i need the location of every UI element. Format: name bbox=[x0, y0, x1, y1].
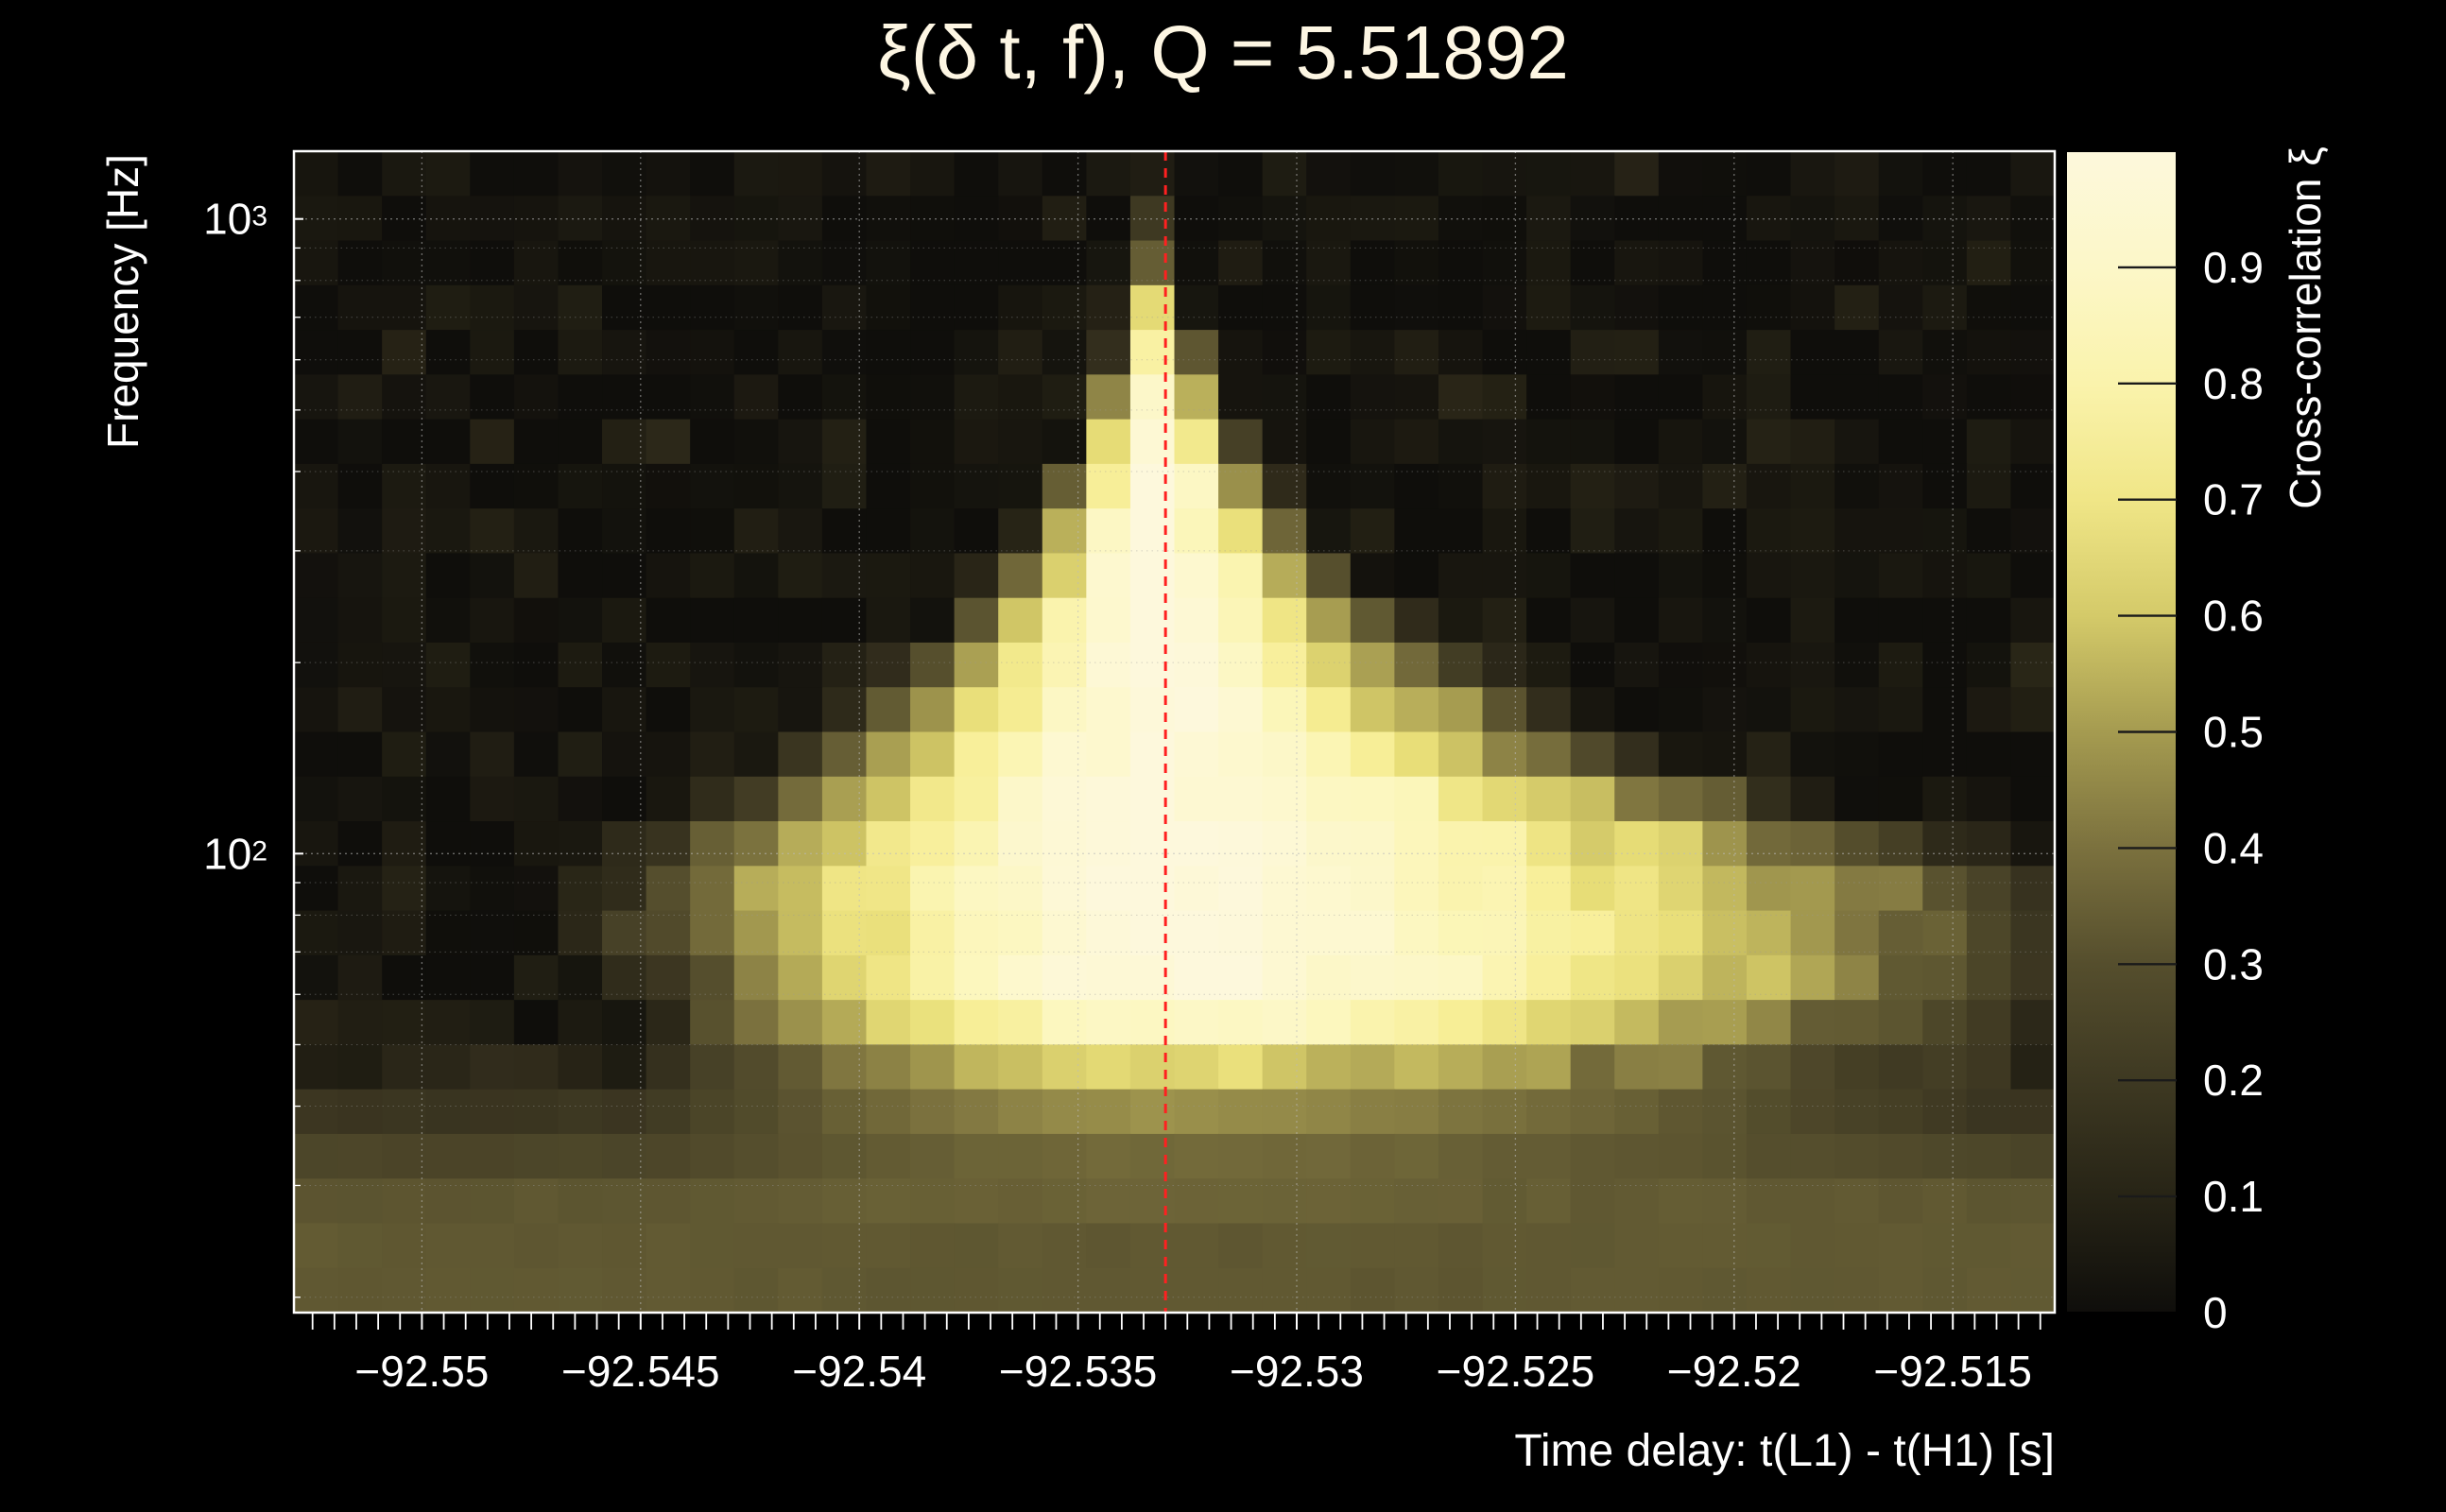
svg-text:−92.53: −92.53 bbox=[1230, 1347, 1364, 1396]
svg-text:−92.54: −92.54 bbox=[792, 1347, 926, 1396]
svg-text:0.5: 0.5 bbox=[2203, 708, 2264, 757]
svg-text:Time delay: t(L1) - t(H1) [s]: Time delay: t(L1) - t(H1) [s] bbox=[1514, 1426, 2055, 1476]
svg-text:0: 0 bbox=[2203, 1288, 2228, 1337]
svg-text:Frequency [Hz]: Frequency [Hz] bbox=[98, 154, 147, 449]
svg-text:0.9: 0.9 bbox=[2203, 243, 2264, 292]
svg-text:0.3: 0.3 bbox=[2203, 939, 2264, 988]
svg-text:ξ(δ t, f), Q = 5.51892: ξ(δ t, f), Q = 5.51892 bbox=[877, 10, 1569, 94]
svg-text:−92.515: −92.515 bbox=[1873, 1347, 2032, 1396]
svg-text:0.7: 0.7 bbox=[2203, 475, 2264, 524]
svg-text:0.8: 0.8 bbox=[2203, 359, 2264, 408]
svg-text:0.2: 0.2 bbox=[2203, 1056, 2264, 1105]
svg-text:−92.545: −92.545 bbox=[561, 1347, 720, 1396]
svg-text:−92.52: −92.52 bbox=[1667, 1347, 1801, 1396]
svg-text:0.4: 0.4 bbox=[2203, 823, 2264, 872]
svg-text:0.6: 0.6 bbox=[2203, 592, 2264, 641]
svg-text:−92.525: −92.525 bbox=[1437, 1347, 1595, 1396]
svg-text:−92.535: −92.535 bbox=[999, 1347, 1158, 1396]
svg-text:0.1: 0.1 bbox=[2203, 1172, 2264, 1221]
svg-text:−92.55: −92.55 bbox=[354, 1347, 489, 1396]
svg-text:Cross-correlation ξ: Cross-correlation ξ bbox=[2281, 146, 2330, 509]
